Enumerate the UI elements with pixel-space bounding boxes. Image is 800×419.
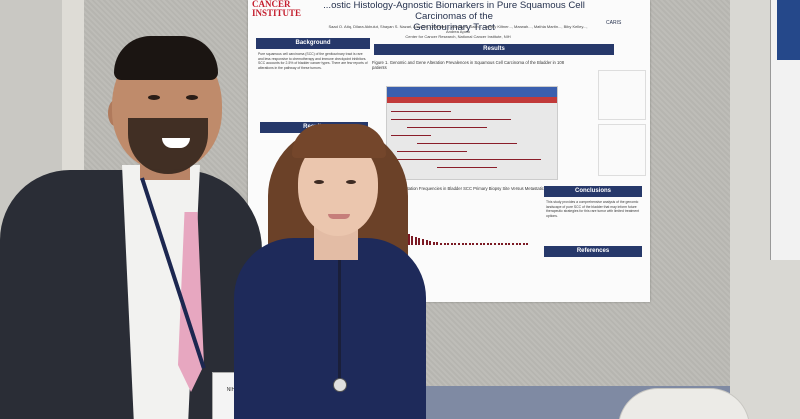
figure-3-bar <box>450 243 453 245</box>
navy-dress <box>234 238 426 419</box>
figure-2b-chart <box>598 124 646 176</box>
references-header: References <box>544 246 642 257</box>
figure-3-bar <box>476 243 478 245</box>
figure-3-bar <box>483 243 486 245</box>
woman-lanyard <box>338 260 341 380</box>
figure-3-bar <box>497 243 500 245</box>
authors-text: Saad O. Atiq, Dilara Akbulut, Shayan S. … <box>328 24 588 34</box>
figure-3-bar <box>454 243 457 245</box>
figure-3-bar <box>429 240 432 245</box>
figure-3-bar <box>501 243 504 245</box>
figure-3-bar <box>512 243 514 245</box>
figure-3-bar <box>461 243 464 245</box>
results-header: Results <box>374 44 614 55</box>
figure-3-bar <box>411 235 414 245</box>
figure-3-bar <box>522 243 525 245</box>
figure-3-bar <box>508 243 511 245</box>
figure-1-title: Figure 1. Genomic and Gene Alteration Pr… <box>372 60 565 70</box>
figure-3-bar <box>486 243 489 245</box>
figure-3-bar <box>447 243 450 245</box>
figure-3-bar <box>479 243 482 245</box>
figure-3-bar <box>436 242 439 245</box>
figure-3-bar <box>422 239 424 245</box>
poster-title-line-1: ...ostic Histology-Agnostic Biomarkers i… <box>323 0 585 22</box>
figure-3-bar <box>432 241 435 245</box>
figure-3-bar <box>440 242 442 245</box>
figure-3-bar <box>465 243 468 245</box>
adjacent-poster <box>770 0 800 260</box>
figure-3-title: Figure 3. Mutation Frequencies in Bladde… <box>384 186 553 191</box>
figure-3-bar <box>443 242 446 245</box>
poster-authors: Saad O. Atiq, Dilara Akbulut, Shayan S. … <box>328 24 588 39</box>
figure-3-bar <box>472 243 475 245</box>
figure-3-bar <box>515 243 518 245</box>
badge-clip <box>333 378 347 392</box>
caris-logo: CARIS <box>606 20 622 26</box>
figure-3-bar <box>519 243 522 245</box>
cancer-institute-logo: CANCER INSTITUTE <box>252 0 302 26</box>
figure-3-bar-chart <box>386 205 536 245</box>
figure-3-bar <box>468 243 471 245</box>
conclusions-text: This study provides a comprehensive anal… <box>546 200 640 218</box>
figure-3-bar <box>490 243 493 245</box>
figure-3-bar <box>504 243 507 245</box>
figure-1-heatmap <box>386 86 558 180</box>
poster-title-line-2: Genitourinary Tract <box>413 22 495 33</box>
figure-3-bar <box>407 233 410 245</box>
figure-2-chart <box>598 70 646 120</box>
figure-3-bar <box>418 238 421 245</box>
conclusions-header: Conclusions <box>544 186 642 197</box>
background-text: Pure squamous cell carcinoma (SCC) of th… <box>258 52 368 70</box>
figure-3-bar <box>425 240 428 245</box>
figure-3-bar <box>526 243 529 245</box>
poster-title: ...ostic Histology-Agnostic Biomarkers i… <box>304 0 604 33</box>
chair <box>618 388 750 419</box>
figure-3-bar <box>414 237 417 245</box>
affiliation-text: Center for Cancer Research, National Can… <box>405 34 511 39</box>
figure-3-bar <box>458 243 460 245</box>
figure-3-bar <box>494 243 496 245</box>
background-header: Background <box>256 38 370 49</box>
logo-text: CANCER INSTITUTE <box>252 0 302 18</box>
